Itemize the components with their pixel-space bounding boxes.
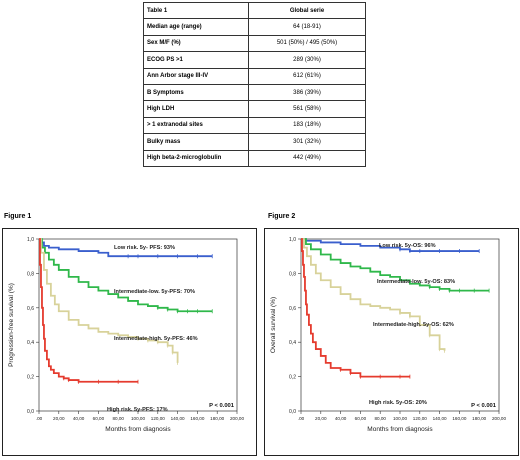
x-tick-label: .00 bbox=[298, 416, 305, 421]
table-row: Bulky mass 301 (32%) bbox=[143, 133, 366, 151]
row-label: Bulky mass bbox=[143, 133, 249, 151]
row-value: 561 (58%) bbox=[248, 100, 366, 118]
survival-curve-intermediate_low bbox=[39, 238, 213, 313]
x-tick-label: 120,00 bbox=[413, 416, 427, 421]
y-tick-label: 0,8 bbox=[27, 271, 34, 277]
table-row: B Symptoms 386 (39%) bbox=[143, 83, 366, 102]
plot-frame bbox=[38, 238, 238, 412]
row-label: B Symptoms bbox=[143, 83, 249, 102]
y-tick-label: 0,4 bbox=[27, 340, 34, 346]
row-value: 501 (50%) / 495 (50%) bbox=[248, 34, 366, 53]
x-tick-label: 160,00 bbox=[190, 416, 204, 421]
y-axis-label: Progression-free survival (%) bbox=[8, 283, 15, 367]
series-label: High risk. 5y-OS: 20% bbox=[369, 400, 427, 406]
x-tick-label: 80,00 bbox=[112, 416, 124, 421]
x-tick-label: 40,00 bbox=[335, 416, 347, 421]
row-label: Median age (range) bbox=[143, 18, 249, 36]
row-label: Sex M/F (%) bbox=[143, 34, 249, 53]
series-label: Low risk. 5y-OS: 96% bbox=[379, 243, 436, 249]
x-tick-label: 200,00 bbox=[230, 416, 244, 421]
x-tick-label: 100,00 bbox=[393, 416, 407, 421]
row-value: 289 (30%) bbox=[248, 51, 366, 69]
x-tick-label: .00 bbox=[36, 416, 43, 421]
x-tick-label: 60,00 bbox=[93, 416, 105, 421]
survival-curve-intermediate_high bbox=[39, 238, 179, 363]
y-tick-label: 0,6 bbox=[27, 306, 34, 312]
table-header-row: Table 1 Global serie bbox=[143, 1, 366, 20]
series-label: Intermediate-high. 5y-PFS: 46% bbox=[114, 336, 198, 342]
table-column-header: Global serie bbox=[248, 1, 366, 20]
y-tick-label: 0,2 bbox=[27, 375, 34, 381]
characteristics-table: Table 1 Global serie Median age (range) 64 … bbox=[143, 1, 366, 167]
table-title: Table 1 bbox=[143, 1, 249, 20]
series-label: Low risk. 5y- PFS: 93% bbox=[114, 245, 175, 251]
table-row: ECOG PS >1 289 (30%) bbox=[143, 51, 366, 69]
figure1-label: Figure 1 bbox=[4, 213, 32, 220]
series-label: Intermediate-low. 5y-OS: 83% bbox=[377, 279, 455, 285]
x-tick-label: 180,00 bbox=[210, 416, 224, 421]
x-tick-label: 140,00 bbox=[433, 416, 447, 421]
survival-curve-high bbox=[301, 238, 410, 378]
y-tick-label: 0,2 bbox=[289, 375, 296, 381]
y-axis-label: Overall survival (%) bbox=[270, 297, 277, 353]
row-label: High beta-2-microglobulin bbox=[143, 149, 249, 167]
y-tick-label: 0,6 bbox=[289, 306, 296, 312]
row-value: 183 (18%) bbox=[248, 116, 366, 135]
x-tick-label: 60,00 bbox=[355, 416, 367, 421]
series-label: Intermediate-low. 5y-PFS: 70% bbox=[114, 289, 195, 295]
figure1-panel: 0,0 0,2 0,4 0,6 0,8 1,0 .00 20,00 40,00 60,00 80,0… bbox=[2, 228, 257, 456]
x-tick-label: 20,00 bbox=[53, 416, 65, 421]
row-value: 386 (39%) bbox=[248, 83, 366, 102]
table-row: Ann Arbor stage III-IV 612 (61%) bbox=[143, 67, 366, 85]
table-row: > 1 extranodal sites 183 (18%) bbox=[143, 116, 366, 135]
x-tick-label: 180,00 bbox=[472, 416, 486, 421]
x-tick-label: 140,00 bbox=[171, 416, 185, 421]
row-value: 64 (18-91) bbox=[248, 18, 366, 36]
x-tick-label: 80,00 bbox=[374, 416, 386, 421]
p-value: P < 0.001 bbox=[209, 403, 235, 409]
x-tick-label: 40,00 bbox=[73, 416, 85, 421]
x-tick-label: 100,00 bbox=[131, 416, 145, 421]
row-label: ECOG PS >1 bbox=[143, 51, 249, 69]
table-row: High beta-2-microglobulin 442 (49%) bbox=[143, 149, 366, 167]
y-tick-label: 1,0 bbox=[27, 237, 34, 243]
pfs-chart: 0,0 0,2 0,4 0,6 0,8 1,0 .00 20,00 40,00 60,00 80,0… bbox=[8, 237, 244, 433]
y-tick-label: 0,0 bbox=[289, 409, 296, 415]
x-tick-label: 20,00 bbox=[315, 416, 327, 421]
characteristics-table-body: Table 1 Global serie Median age (range) 64 … bbox=[143, 1, 366, 167]
x-axis-label: Months from diagnosis bbox=[367, 426, 433, 433]
p-value: P < 0.001 bbox=[471, 403, 497, 409]
figure2-panel: 0,0 0,2 0,4 0,6 0,8 1,0 .00 20,00 40,00 60,00 80,0… bbox=[264, 228, 519, 456]
survival-curve-low bbox=[39, 238, 213, 258]
table-row: High LDH 561 (58%) bbox=[143, 100, 366, 118]
y-tick-label: 0,0 bbox=[27, 409, 34, 415]
x-tick-label: 120,00 bbox=[151, 416, 165, 421]
row-value: 612 (61%) bbox=[248, 67, 366, 85]
survival-curve-low bbox=[301, 238, 480, 252]
figure2-label: Figure 2 bbox=[268, 213, 296, 220]
series-label: Intermediate-high. 5y-OS: 62% bbox=[373, 322, 454, 328]
row-label: High LDH bbox=[143, 100, 249, 118]
x-tick-label: 160,00 bbox=[452, 416, 466, 421]
row-value: 301 (32%) bbox=[248, 133, 366, 151]
table-row: Median age (range) 64 (18-91) bbox=[143, 18, 366, 36]
survival-curve-intermediate_high bbox=[301, 238, 446, 351]
series-label: High risk. 5y-PFS: 17% bbox=[107, 407, 168, 413]
x-axis-label: Months from diagnosis bbox=[105, 426, 171, 433]
os-chart: 0,0 0,2 0,4 0,6 0,8 1,0 .00 20,00 40,00 60,00 80,0… bbox=[270, 237, 506, 433]
table-row: Sex M/F (%) 501 (50%) / 495 (50%) bbox=[143, 34, 366, 53]
row-value: 442 (49%) bbox=[248, 149, 366, 167]
y-tick-label: 0,4 bbox=[289, 340, 296, 346]
y-tick-label: 0,8 bbox=[289, 271, 296, 277]
x-tick-label: 200,00 bbox=[492, 416, 506, 421]
row-label: Ann Arbor stage III-IV bbox=[143, 67, 249, 85]
y-tick-label: 1,0 bbox=[289, 237, 296, 243]
row-label: > 1 extranodal sites bbox=[143, 116, 249, 135]
